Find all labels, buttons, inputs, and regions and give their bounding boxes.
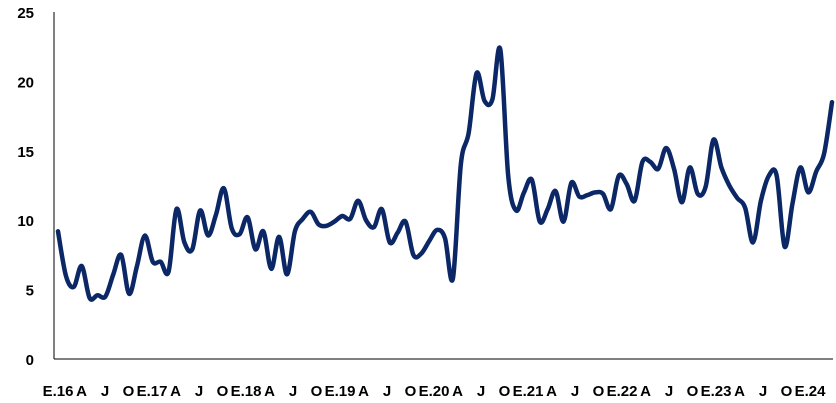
x-tick-label: O bbox=[593, 383, 605, 400]
x-axis-ticks: E.16 A J O E.17 A J O E.18 A J O E.19 A J O E.20 A J O E.21 A… bbox=[43, 383, 827, 400]
x-tick-label: J bbox=[665, 383, 673, 400]
y-axis-ticks: 0 5 10 15 20 25 bbox=[17, 5, 34, 369]
x-tick-label: J bbox=[289, 383, 297, 400]
x-tick-label: E.23 bbox=[701, 383, 732, 400]
x-tick-label: A bbox=[452, 383, 463, 400]
x-tick-label: A bbox=[640, 383, 651, 400]
x-tick-label: A bbox=[358, 383, 369, 400]
y-tick-label: 0 bbox=[26, 352, 34, 369]
y-tick-label: 10 bbox=[17, 213, 34, 230]
x-tick-label: A bbox=[170, 383, 181, 400]
x-tick-label: E.17 bbox=[137, 383, 168, 400]
x-tick-label: E.22 bbox=[607, 383, 638, 400]
x-tick-label: J bbox=[383, 383, 391, 400]
x-tick-label: E.20 bbox=[419, 383, 450, 400]
x-tick-label: A bbox=[264, 383, 275, 400]
x-tick-label: O bbox=[405, 383, 417, 400]
x-tick-label: O bbox=[499, 383, 511, 400]
x-tick-label: E.19 bbox=[325, 383, 356, 400]
x-tick-label: J bbox=[195, 383, 203, 400]
x-tick-label: E.18 bbox=[231, 383, 262, 400]
x-tick-label: J bbox=[477, 383, 485, 400]
x-tick-label: O bbox=[123, 383, 135, 400]
x-tick-label: O bbox=[217, 383, 229, 400]
x-tick-label: A bbox=[734, 383, 745, 400]
x-tick-label: O bbox=[687, 383, 699, 400]
y-tick-label: 25 bbox=[17, 5, 34, 22]
x-tick-label: J bbox=[759, 383, 767, 400]
x-tick-label: E.21 bbox=[513, 383, 544, 400]
x-tick-label: E.16 bbox=[43, 383, 74, 400]
series-layer bbox=[55, 45, 835, 302]
x-tick-label: A bbox=[546, 383, 557, 400]
y-tick-label: 20 bbox=[17, 74, 34, 91]
series-line bbox=[55, 45, 835, 302]
y-tick-label: 15 bbox=[17, 144, 34, 161]
y-tick-label: 5 bbox=[26, 283, 34, 300]
x-tick-label: O bbox=[311, 383, 323, 400]
x-tick-label: J bbox=[571, 383, 579, 400]
x-tick-label: J bbox=[101, 383, 109, 400]
x-tick-label: E.24 bbox=[795, 383, 827, 400]
x-tick-label: A bbox=[76, 383, 87, 400]
x-tick-label: O bbox=[781, 383, 793, 400]
